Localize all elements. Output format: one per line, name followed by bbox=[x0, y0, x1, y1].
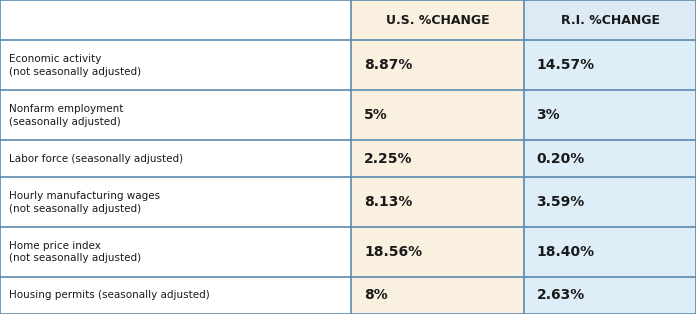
Bar bbox=[524, 177, 696, 227]
Text: 8.13%: 8.13% bbox=[364, 195, 413, 209]
Text: Housing permits (seasonally adjusted): Housing permits (seasonally adjusted) bbox=[9, 290, 209, 300]
Bar bbox=[0, 90, 351, 140]
Bar bbox=[524, 41, 696, 90]
Bar bbox=[351, 227, 524, 277]
Bar bbox=[351, 90, 524, 140]
Text: 0.20%: 0.20% bbox=[537, 152, 585, 166]
Bar bbox=[0, 177, 351, 227]
Bar bbox=[0, 277, 351, 314]
Bar bbox=[524, 90, 696, 140]
Text: 14.57%: 14.57% bbox=[537, 58, 595, 72]
Bar bbox=[524, 227, 696, 277]
Text: 5%: 5% bbox=[364, 108, 388, 122]
Text: 2.63%: 2.63% bbox=[537, 289, 585, 302]
Text: 8.87%: 8.87% bbox=[364, 58, 413, 72]
Text: Economic activity
(not seasonally adjusted): Economic activity (not seasonally adjust… bbox=[9, 54, 141, 77]
Bar bbox=[524, 277, 696, 314]
Text: Nonfarm employment
(seasonally adjusted): Nonfarm employment (seasonally adjusted) bbox=[9, 104, 123, 127]
Text: 3.59%: 3.59% bbox=[537, 195, 585, 209]
Text: Hourly manufacturing wages
(not seasonally adjusted): Hourly manufacturing wages (not seasonal… bbox=[9, 191, 160, 214]
Text: 18.40%: 18.40% bbox=[537, 245, 595, 259]
Text: 2.25%: 2.25% bbox=[364, 152, 413, 166]
Text: 3%: 3% bbox=[537, 108, 560, 122]
Bar bbox=[0, 140, 351, 177]
Text: R.I. %CHANGE: R.I. %CHANGE bbox=[560, 14, 660, 27]
Text: Home price index
(not seasonally adjusted): Home price index (not seasonally adjuste… bbox=[9, 241, 141, 263]
Bar bbox=[524, 140, 696, 177]
Bar bbox=[351, 41, 524, 90]
Text: 8%: 8% bbox=[364, 289, 388, 302]
Bar bbox=[351, 277, 524, 314]
Text: Labor force (seasonally adjusted): Labor force (seasonally adjusted) bbox=[9, 154, 183, 164]
Text: U.S. %CHANGE: U.S. %CHANGE bbox=[386, 14, 489, 27]
Bar bbox=[0, 0, 351, 41]
Bar bbox=[0, 41, 351, 90]
Bar bbox=[351, 0, 524, 41]
Bar bbox=[351, 140, 524, 177]
Bar bbox=[0, 227, 351, 277]
Bar bbox=[351, 177, 524, 227]
Bar bbox=[524, 0, 696, 41]
Text: 18.56%: 18.56% bbox=[364, 245, 422, 259]
